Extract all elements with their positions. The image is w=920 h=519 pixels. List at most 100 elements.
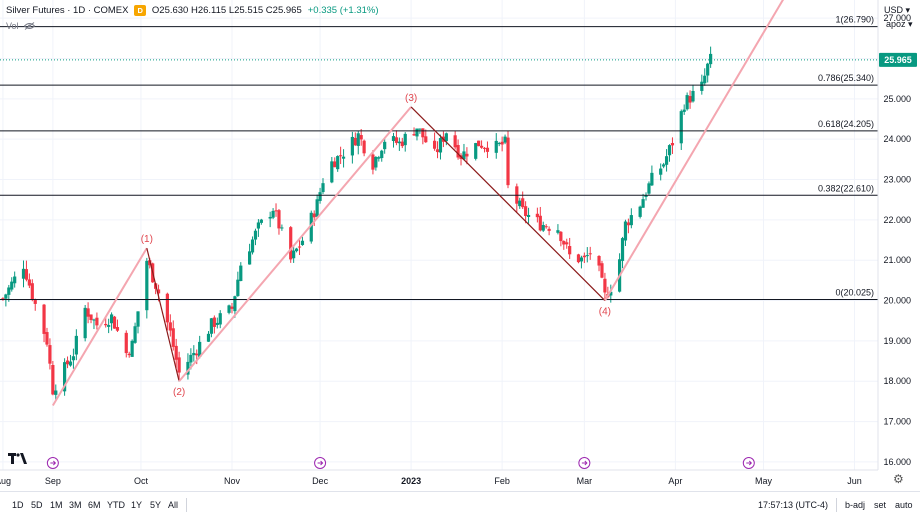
- apoz-label: apoz: [886, 19, 906, 29]
- candle: [198, 335, 202, 359]
- candle: [341, 149, 346, 168]
- candle-body: [435, 149, 440, 153]
- timeframe-5d[interactable]: 5D: [31, 500, 43, 510]
- timeframe-5y[interactable]: 5Y: [150, 500, 162, 510]
- price-axis[interactable]: 16.000 17.000 18.000 19.000 20.000 21.000 22.0…: [879, 13, 917, 467]
- event-marker-icon[interactable]: [578, 457, 591, 469]
- candle-body: [568, 246, 572, 255]
- event-marker-icon[interactable]: [314, 457, 327, 469]
- candle: [521, 191, 525, 210]
- candle-body: [27, 279, 31, 286]
- candle-body: [350, 136, 354, 156]
- set-toggle[interactable]: set: [874, 500, 887, 510]
- candle: [339, 146, 343, 165]
- badj-toggle[interactable]: b-adj: [845, 500, 866, 510]
- candle-body: [453, 135, 457, 148]
- auto-toggle[interactable]: auto: [895, 500, 913, 510]
- candle: [192, 345, 196, 362]
- event-marker-icon[interactable]: [742, 457, 755, 469]
- timeframe-1m[interactable]: 1M: [50, 500, 63, 510]
- candle-body: [253, 230, 258, 240]
- candle-body: [438, 138, 443, 153]
- candle-body: [485, 147, 490, 152]
- candle-body: [576, 254, 581, 263]
- time-tick-label: Aug: [0, 476, 11, 486]
- currency-selector[interactable]: USD ▾: [884, 5, 910, 16]
- timeframe-6m[interactable]: 6M: [88, 500, 101, 510]
- candle-body: [215, 322, 219, 325]
- fib-levels: 1(26.790) 0.786(25.340) 0.618(24.205) 0.382…: [0, 15, 878, 301]
- candle-body: [377, 157, 381, 159]
- time-tick-label: 2023: [401, 476, 421, 486]
- candle: [626, 218, 631, 234]
- wave-segment[interactable]: [146, 247, 180, 382]
- candle-body: [321, 183, 325, 193]
- candle: [438, 134, 443, 160]
- candle: [435, 141, 440, 159]
- candle: [641, 193, 645, 208]
- event-marker-icon[interactable]: [46, 457, 59, 469]
- current-price-label: 25.965: [884, 55, 912, 65]
- candle-body: [524, 206, 528, 217]
- candle: [465, 147, 469, 165]
- candle-body: [250, 239, 255, 253]
- time-axis[interactable]: Aug Sep Oct Nov Dec 2023 Feb Mar Apr May Jun: [0, 476, 862, 486]
- candle: [477, 140, 481, 147]
- price-tick-label: 16.000: [883, 457, 911, 467]
- candle-body: [644, 195, 648, 197]
- candle-body: [51, 364, 55, 395]
- candle-body: [10, 281, 14, 290]
- candle: [239, 262, 243, 282]
- timeframe-1y[interactable]: 1Y: [131, 500, 143, 510]
- candle-body: [641, 199, 645, 208]
- eye-hidden-icon[interactable]: [23, 22, 35, 30]
- candle-body: [174, 345, 178, 360]
- gear-icon[interactable]: ⚙: [893, 472, 904, 486]
- arrow-right-icon: [581, 460, 588, 466]
- price-tick-label: 17.000: [883, 417, 911, 427]
- candle-body: [638, 206, 642, 217]
- candle-body: [444, 133, 448, 142]
- candle-body: [691, 90, 695, 102]
- wave-segment[interactable]: [51, 247, 148, 406]
- timeframe-ytd[interactable]: YTD: [107, 500, 125, 510]
- candle: [547, 226, 551, 236]
- candle: [670, 137, 675, 154]
- candle: [45, 327, 49, 347]
- candle-body: [339, 155, 343, 157]
- candle: [145, 257, 149, 319]
- candle: [565, 238, 569, 249]
- candle: [312, 210, 316, 227]
- wave-segment[interactable]: [410, 106, 606, 301]
- candle-body: [192, 352, 196, 356]
- candle: [623, 219, 628, 247]
- candle: [95, 312, 99, 330]
- symbol-title[interactable]: Silver Futures · 1D · COMEX: [6, 5, 129, 16]
- apoz-selector[interactable]: apoz ▾: [886, 19, 913, 30]
- candle-body: [538, 215, 542, 231]
- candle-body: [667, 145, 672, 156]
- candle: [691, 84, 695, 103]
- candle-body: [212, 317, 216, 327]
- volume-label: Vol: [6, 21, 19, 31]
- candle: [13, 271, 17, 288]
- candle: [644, 192, 648, 201]
- timeframe-all[interactable]: All: [168, 500, 179, 510]
- candle: [582, 252, 586, 264]
- logo-icon: [8, 453, 27, 464]
- candle: [321, 178, 325, 194]
- candle: [597, 255, 601, 272]
- clock-readout[interactable]: 17:57:13 (UTC-4): [758, 500, 829, 510]
- candle: [371, 150, 375, 175]
- candle-body: [65, 360, 70, 365]
- timeframe-1d[interactable]: 1D: [12, 500, 24, 510]
- candle-body: [233, 296, 237, 312]
- wave-segment[interactable]: [178, 106, 412, 382]
- plot-area[interactable]: 1(26.790) 0.786(25.340) 0.618(24.205) 0.382…: [0, 0, 878, 406]
- candle: [86, 302, 90, 324]
- timeframe-3m[interactable]: 3M: [69, 500, 82, 510]
- candle: [474, 142, 478, 161]
- wave-segment[interactable]: [604, 0, 785, 302]
- elliott-wave: (1)(2)(3)(4)(5): [51, 0, 785, 406]
- candle: [576, 253, 581, 264]
